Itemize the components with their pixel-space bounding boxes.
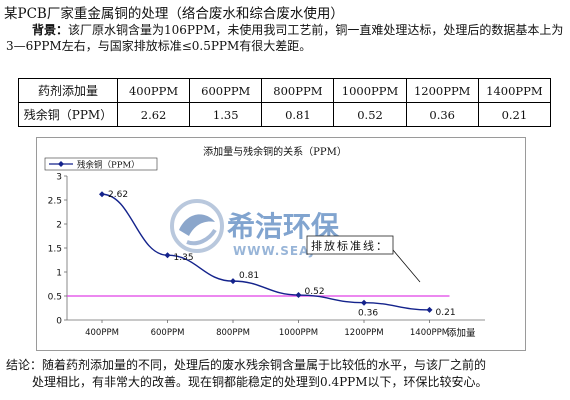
dose-cell: 1200PPM	[405, 78, 479, 103]
dose-table: 药剂添加量 400PPM 600PPM 800PPM 1000PPM 1200P…	[18, 78, 552, 127]
data-point	[164, 252, 171, 259]
x-tick-label: 1200PPM	[344, 328, 383, 338]
x-axis-label: 添加量	[447, 328, 476, 339]
x-tick-label: 600PPM	[151, 328, 185, 338]
residual-cell: 2.62	[116, 102, 191, 127]
y-tick-label: 0.5	[48, 293, 62, 303]
conclusion-line-1: 结论：随着药剂添加量的不同，处理后的废水残余铜含量属于比较低的水平，与该厂之前的	[6, 358, 487, 372]
data-point	[426, 306, 433, 313]
data-label: 0.21	[436, 308, 456, 318]
conclusion-paragraph: 结论：随着药剂添加量的不同，处理后的废水残余铜含量属于比较低的水平，与该厂之前的…	[6, 357, 566, 391]
row-header-residual: 残余铜（PPM）	[18, 102, 118, 127]
y-tick-label: 1.5	[48, 245, 62, 255]
axes: 0 0.5 1 1.5 2 2.5 3 400PPM 600PPM 800PPM 1000PPM 12…	[48, 173, 485, 339]
legend-label: 残余铜（PPM）	[77, 160, 140, 171]
y-tick-label: 1	[56, 269, 62, 279]
data-label: 0.52	[305, 287, 325, 297]
data-label: 0.81	[239, 271, 259, 281]
residual-cell: 0.52	[333, 102, 407, 127]
callout-box	[306, 235, 394, 255]
data-label: 0.36	[358, 309, 378, 319]
data-label: 2.62	[108, 190, 128, 200]
data-point	[99, 191, 105, 198]
intro-text: 该厂原水铜含量为106PPM，未使用我司工艺前，铜一直难处理达标，处理后的数据基…	[6, 23, 564, 53]
line-chart: 希洁环保 WWW.SEAJ 添加量与残余铜的关系（PPM） 残余铜（PPM） 0…	[44, 145, 485, 339]
residual-cell: 1.35	[189, 102, 263, 127]
row-header-dose: 药剂添加量	[18, 78, 118, 103]
data-label: 1.35	[174, 253, 194, 263]
watermark-url-text: WWW.SEAJ	[233, 244, 315, 258]
watermark-logo-icon	[170, 199, 224, 253]
x-tick-label: 1400PPM	[410, 328, 449, 338]
dose-cell: 1400PPM	[477, 78, 552, 103]
residual-cell: 0.36	[405, 102, 479, 127]
x-tick-label: 1000PPM	[279, 328, 318, 338]
series-line: 2.62 1.35 0.81 0.52 0.36 0.21	[99, 190, 456, 319]
legend-marker	[58, 161, 64, 167]
data-point	[230, 278, 236, 285]
series-path	[101, 193, 430, 311]
callout-text: 排放标准线：	[311, 239, 389, 253]
chart-frame: 希洁环保 WWW.SEAJ 添加量与残余铜的关系（PPM） 残余铜（PPM） 0…	[36, 137, 526, 351]
data-point	[361, 299, 367, 306]
table-row-residual: 残余铜（PPM） 2.62 1.35 0.81 0.52 0.36 0.21	[18, 102, 552, 127]
dose-cell: 400PPM	[116, 78, 191, 103]
y-tick-label: 2.5	[48, 197, 62, 207]
dose-cell: 800PPM	[261, 78, 335, 103]
x-tick-label: 800PPM	[216, 328, 250, 338]
callout: 排放标准线：	[306, 235, 421, 283]
chart-title: 添加量与残余铜的关系（PPM）	[203, 145, 347, 158]
table-row-dose: 药剂添加量 400PPM 600PPM 800PPM 1000PPM 1200P…	[18, 78, 552, 103]
dose-cell: 600PPM	[189, 78, 263, 103]
conclusion-line-2: 处理相比，有非常大的改善。现在铜都能稳定的处理到0.4PPM以下，环保比较安心。	[32, 375, 488, 389]
page-title: 某PCB厂家重金属铜的处理（络合废水和综合废水使用）	[4, 6, 344, 22]
legend: 残余铜（PPM）	[44, 157, 158, 171]
intro-paragraph: 背景：该厂原水铜含量为106PPM，未使用我司工艺前，铜一直难处理达标，处理后的…	[6, 22, 566, 54]
data-point	[295, 292, 302, 299]
y-tick-label: 2	[56, 221, 62, 231]
residual-cell: 0.81	[261, 102, 335, 127]
legend-box	[44, 157, 158, 171]
residual-cell: 0.21	[477, 102, 552, 127]
y-tick-label: 0	[56, 317, 62, 327]
y-tick-label: 3	[56, 173, 62, 183]
intro-lead: 背景：	[32, 23, 69, 37]
dose-cell: 1000PPM	[333, 78, 407, 103]
x-tick-label: 400PPM	[85, 328, 119, 338]
